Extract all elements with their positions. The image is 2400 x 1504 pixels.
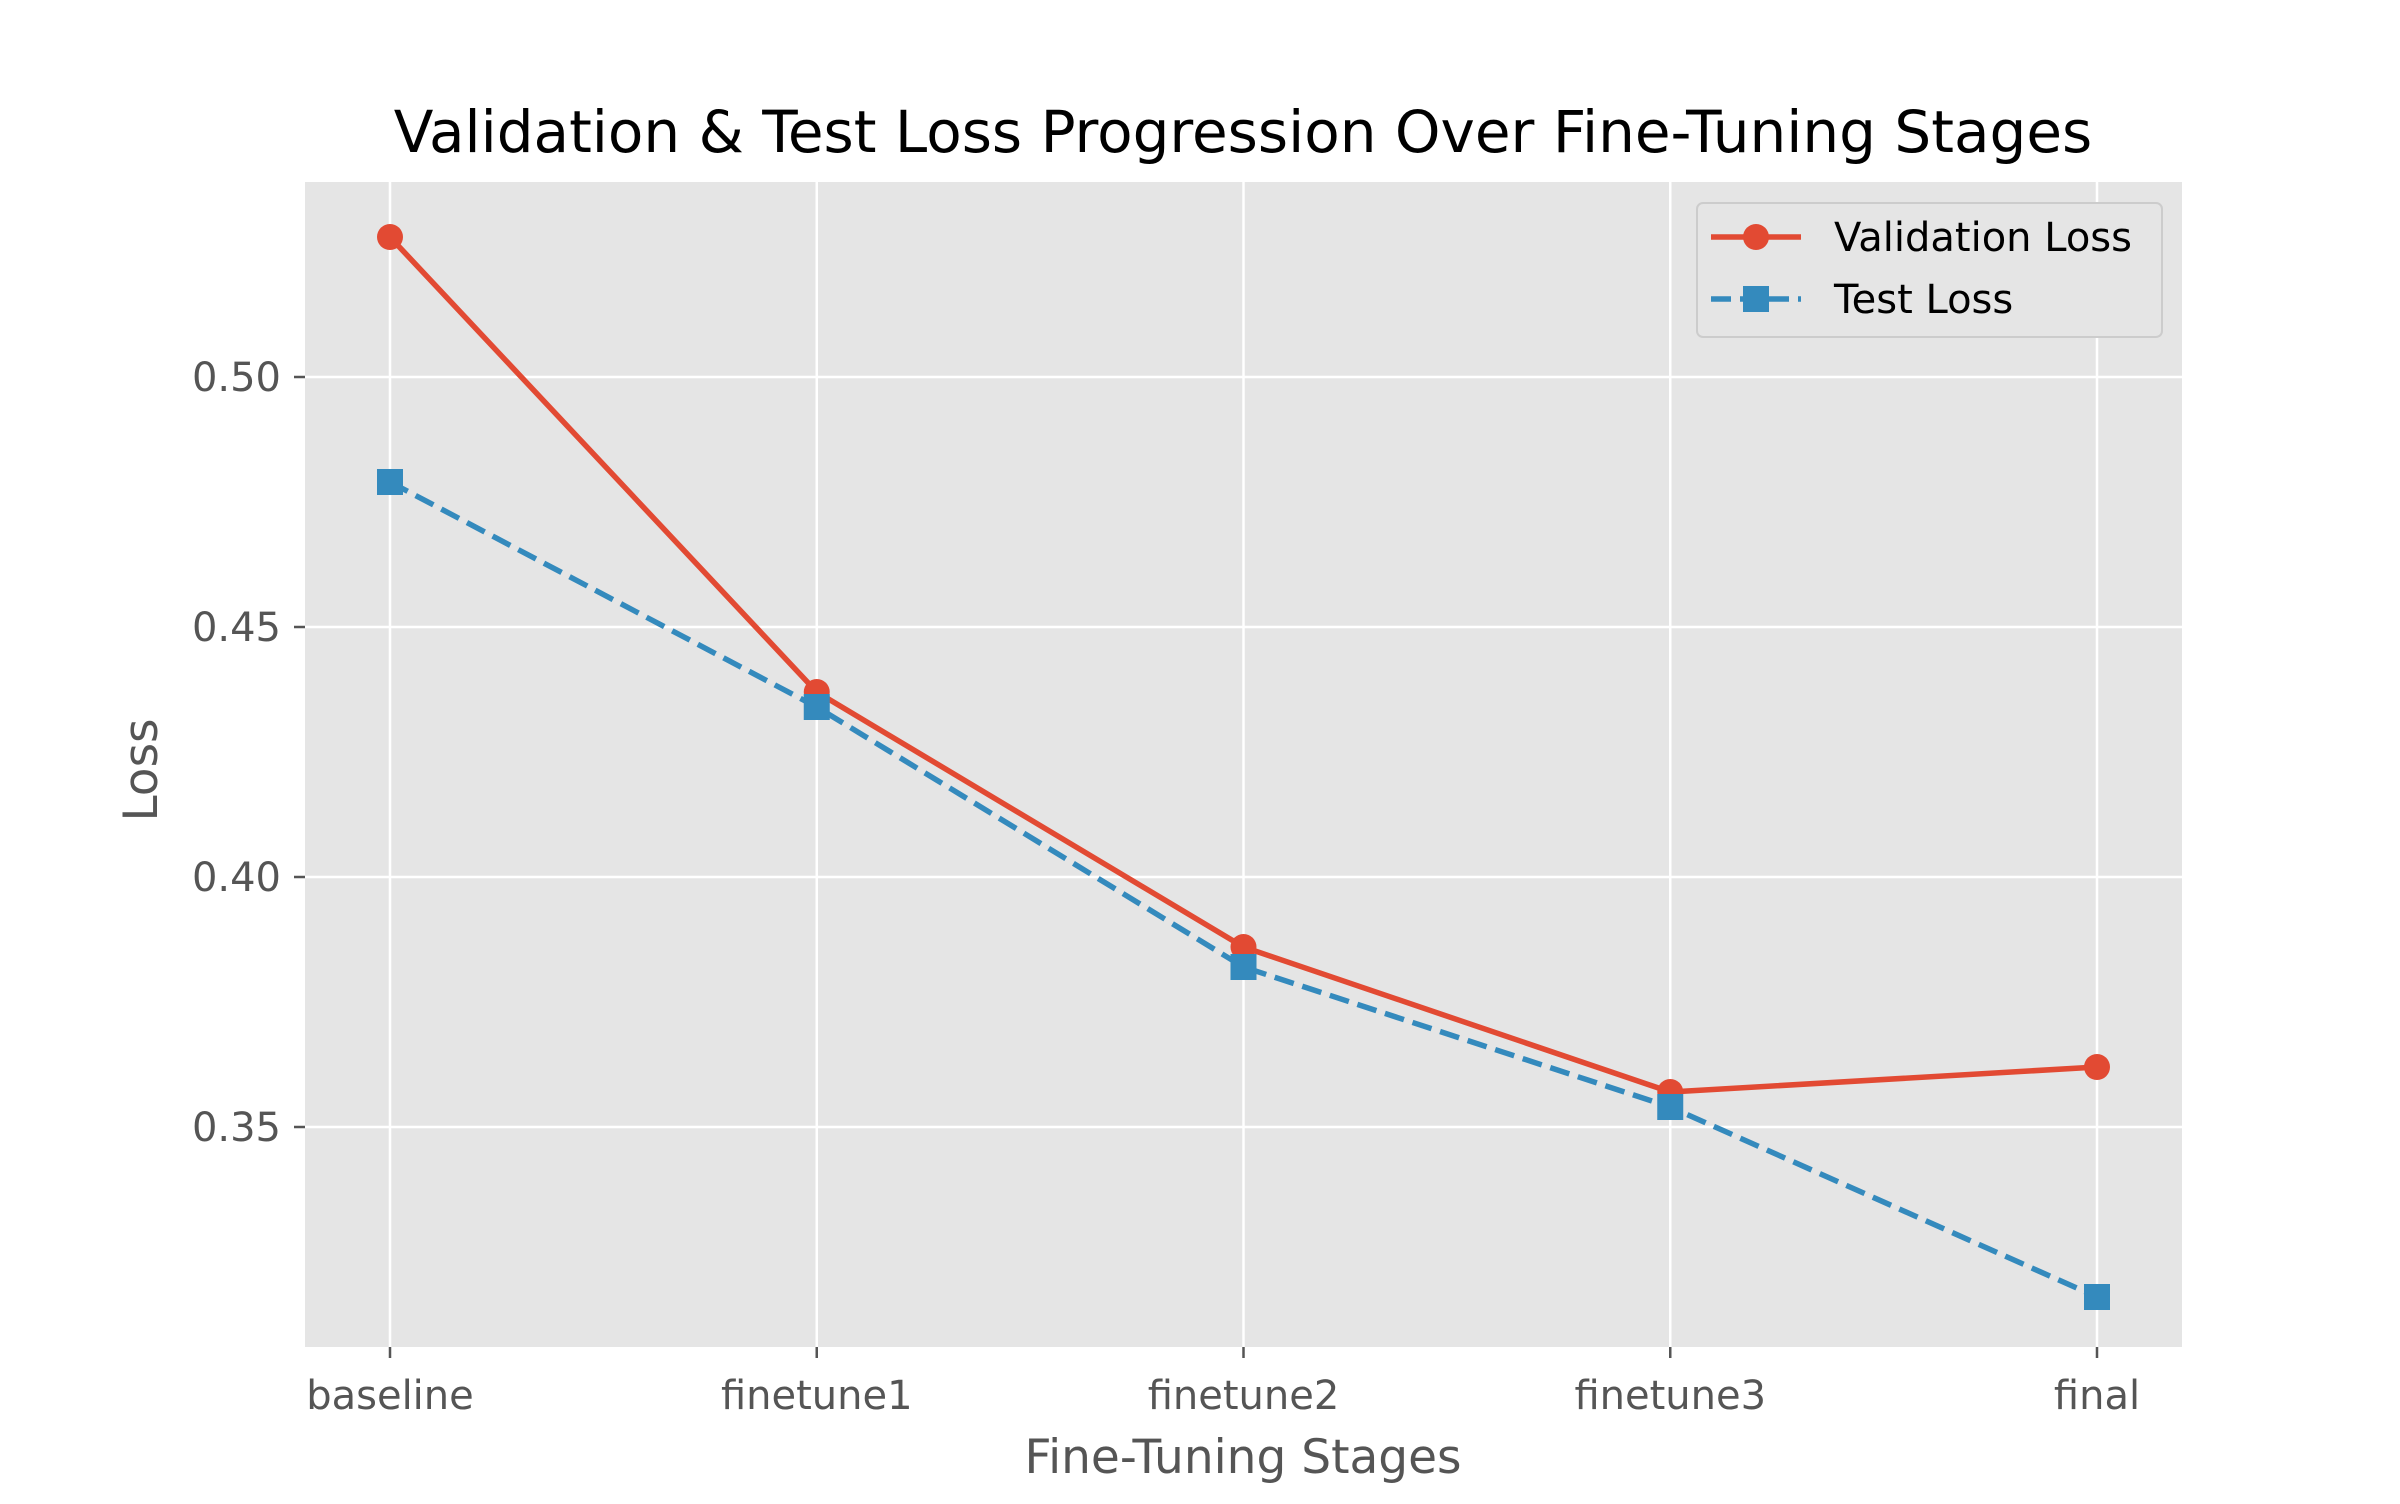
y-tick-label: 0.40 [192, 855, 281, 901]
legend-box [1696, 202, 2163, 338]
legend-marker-circle [1743, 224, 1769, 250]
legend-marker-square [1743, 286, 1769, 312]
x-tick-label: baseline [306, 1373, 474, 1419]
data-point-circle [1230, 934, 1257, 960]
legend-label: Validation Loss [1834, 215, 2132, 261]
x-tick-label: final [2054, 1373, 2140, 1419]
legend: Validation Loss Test Loss [1696, 202, 2163, 338]
data-point-square [377, 469, 403, 495]
chart-title: Validation & Test Loss Progression Over … [394, 98, 2092, 166]
data-point-square [1657, 1094, 1684, 1120]
x-tick-label: finetune2 [1148, 1373, 1340, 1419]
y-tick-label: 0.50 [192, 355, 281, 401]
series-line-2 [388, 479, 2099, 1300]
y-tick-label: 0.35 [192, 1105, 281, 1151]
x-tick-label: finetune3 [1574, 1373, 1766, 1419]
grid-lines [305, 182, 2182, 1347]
legend-label: Test Loss [1833, 277, 2013, 323]
data-point-circle [2084, 1054, 2110, 1080]
x-axis-label: Fine-Tuning Stages [1024, 1430, 1461, 1485]
data-point-circle [377, 224, 403, 250]
data-point-square [803, 694, 830, 720]
data-point-square [1230, 954, 1257, 980]
y-tick-label: 0.45 [192, 605, 281, 651]
axes: baseline finetune1 finetune2 finetune3 final… [192, 355, 2140, 1419]
y-axis-label: Loss [114, 718, 169, 821]
data-point-square [2084, 1284, 2110, 1310]
series-lines [377, 224, 2110, 1310]
x-tick-label: finetune1 [721, 1373, 913, 1419]
